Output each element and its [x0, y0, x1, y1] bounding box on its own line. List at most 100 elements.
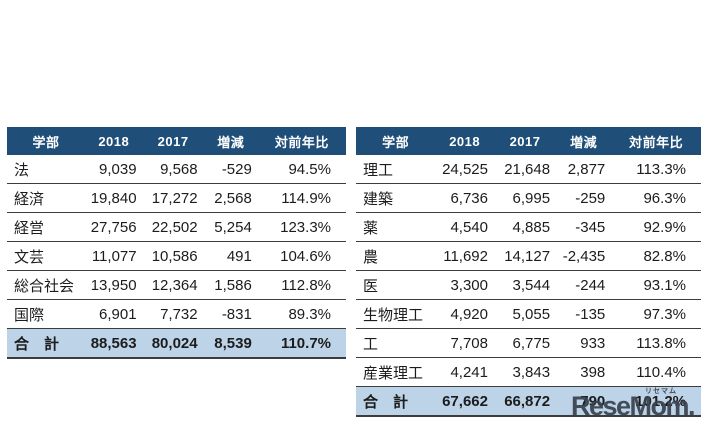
- total-label-cell: 合 計: [356, 386, 436, 417]
- value-2017-cell: 12,364: [142, 270, 204, 300]
- table-row: 法 9,039 9,568 -529 94.5%: [7, 155, 346, 184]
- value-2018-cell: 3,300: [435, 270, 494, 300]
- column-header-faculty: 学部: [356, 127, 436, 155]
- total-2018-cell: 67,662: [435, 386, 494, 417]
- faculty-cell: 工: [356, 328, 436, 358]
- ratio-cell: 93.1%: [611, 270, 701, 300]
- total-diff-cell: 790: [556, 386, 612, 417]
- diff-cell: 5,254: [203, 212, 258, 242]
- diff-cell: -244: [556, 270, 612, 300]
- value-2017-cell: 17,272: [142, 183, 204, 213]
- column-header-ratio: 対前年比: [257, 127, 346, 155]
- total-label-cell: 合 計: [7, 328, 85, 359]
- faculty-cell: 理工: [356, 155, 436, 184]
- column-header-2018: 2018: [84, 127, 143, 155]
- diff-cell: 1,586: [203, 270, 258, 300]
- table-row: 経営 27,756 22,502 5,254 123.3%: [7, 212, 346, 242]
- faculty-table-right: 学部 2018 2017 増減 対前年比 理工 24,525 21,648 2,…: [356, 127, 701, 417]
- table-row: 経済 19,840 17,272 2,568 114.9%: [7, 183, 346, 213]
- diff-cell: -831: [203, 299, 258, 329]
- ratio-cell: 113.3%: [611, 155, 701, 184]
- column-header-ratio: 対前年比: [611, 127, 701, 155]
- table-row: 農 11,692 14,127 -2,435 82.8%: [356, 241, 701, 271]
- value-2017-cell: 5,055: [493, 299, 557, 329]
- faculty-table-left: 学部 2018 2017 増減 対前年比 法 9,039 9,568 -529 …: [7, 127, 346, 359]
- faculty-cell: 生物理工: [356, 299, 436, 329]
- faculty-cell: 医: [356, 270, 436, 300]
- value-2017-cell: 14,127: [493, 241, 557, 271]
- header-row: 学部 2018 2017 増減 対前年比: [7, 127, 346, 155]
- faculty-cell: 薬: [356, 212, 436, 242]
- faculty-cell: 経営: [7, 212, 85, 242]
- value-2018-cell: 24,525: [435, 155, 494, 184]
- column-header-2017: 2017: [142, 127, 204, 155]
- value-2018-cell: 4,540: [435, 212, 494, 242]
- total-2018-cell: 88,563: [84, 328, 143, 359]
- value-2017-cell: 3,843: [493, 357, 557, 387]
- value-2018-cell: 19,840: [84, 183, 143, 213]
- total-2017-cell: 80,024: [142, 328, 204, 359]
- ratio-cell: 82.8%: [611, 241, 701, 271]
- diff-cell: -2,435: [556, 241, 612, 271]
- diff-cell: -135: [556, 299, 612, 329]
- table-row: 生物理工 4,920 5,055 -135 97.3%: [356, 299, 701, 329]
- faculty-cell: 総合社会: [7, 270, 85, 300]
- total-ratio-cell: 101.2%: [611, 386, 701, 417]
- value-2017-cell: 10,586: [142, 241, 204, 271]
- value-2018-cell: 4,241: [435, 357, 494, 387]
- diff-cell: 933: [556, 328, 612, 358]
- faculty-cell: 国際: [7, 299, 85, 329]
- total-ratio-cell: 110.7%: [257, 328, 346, 359]
- value-2018-cell: 6,736: [435, 183, 494, 213]
- ratio-cell: 113.8%: [611, 328, 701, 358]
- data-table: 学部 2018 2017 増減 対前年比 法 9,039 9,568 -529 …: [7, 127, 346, 359]
- ratio-cell: 94.5%: [257, 155, 346, 184]
- value-2017-cell: 6,995: [493, 183, 557, 213]
- faculty-cell: 経済: [7, 183, 85, 213]
- value-2018-cell: 13,950: [84, 270, 143, 300]
- ratio-cell: 110.4%: [611, 357, 701, 387]
- diff-cell: 2,568: [203, 183, 258, 213]
- value-2018-cell: 11,077: [84, 241, 143, 271]
- faculty-cell: 産業理工: [356, 357, 436, 387]
- header-row: 学部 2018 2017 増減 対前年比: [356, 127, 701, 155]
- diff-cell: 398: [556, 357, 612, 387]
- column-header-2018: 2018: [435, 127, 494, 155]
- table-row: 理工 24,525 21,648 2,877 113.3%: [356, 155, 701, 184]
- table-row: 国際 6,901 7,732 -831 89.3%: [7, 299, 346, 329]
- table-row: 医 3,300 3,544 -244 93.1%: [356, 270, 701, 300]
- ratio-cell: 112.8%: [257, 270, 346, 300]
- faculty-cell: 文芸: [7, 241, 85, 271]
- value-2018-cell: 27,756: [84, 212, 143, 242]
- faculty-cell: 法: [7, 155, 85, 184]
- total-diff-cell: 8,539: [203, 328, 258, 359]
- value-2017-cell: 6,775: [493, 328, 557, 358]
- table-row: 薬 4,540 4,885 -345 92.9%: [356, 212, 701, 242]
- table-row: 建築 6,736 6,995 -259 96.3%: [356, 183, 701, 213]
- total-2017-cell: 66,872: [493, 386, 557, 417]
- column-header-faculty: 学部: [7, 127, 85, 155]
- ratio-cell: 104.6%: [257, 241, 346, 271]
- table-row: 総合社会 13,950 12,364 1,586 112.8%: [7, 270, 346, 300]
- ratio-cell: 97.3%: [611, 299, 701, 329]
- ratio-cell: 89.3%: [257, 299, 346, 329]
- ratio-cell: 123.3%: [257, 212, 346, 242]
- value-2018-cell: 6,901: [84, 299, 143, 329]
- diff-cell: -345: [556, 212, 612, 242]
- faculty-cell: 建築: [356, 183, 436, 213]
- value-2018-cell: 4,920: [435, 299, 494, 329]
- diff-cell: -259: [556, 183, 612, 213]
- value-2017-cell: 3,544: [493, 270, 557, 300]
- ratio-cell: 92.9%: [611, 212, 701, 242]
- value-2018-cell: 11,692: [435, 241, 494, 271]
- value-2017-cell: 21,648: [493, 155, 557, 184]
- faculty-cell: 農: [356, 241, 436, 271]
- column-header-diff: 増減: [556, 127, 612, 155]
- data-table: 学部 2018 2017 増減 対前年比 理工 24,525 21,648 2,…: [356, 127, 701, 417]
- table-row: 文芸 11,077 10,586 491 104.6%: [7, 241, 346, 271]
- column-header-diff: 増減: [203, 127, 258, 155]
- total-row: 合 計 67,662 66,872 790 101.2%: [356, 386, 701, 417]
- column-header-2017: 2017: [493, 127, 557, 155]
- ratio-cell: 114.9%: [257, 183, 346, 213]
